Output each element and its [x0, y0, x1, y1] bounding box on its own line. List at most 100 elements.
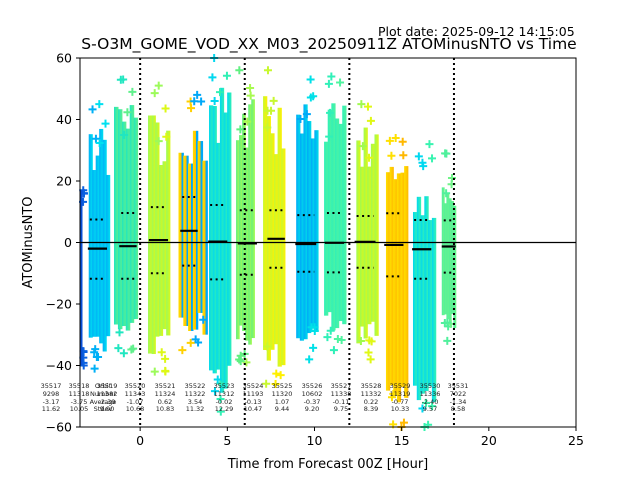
plus-marker — [120, 131, 129, 140]
plus-marker — [191, 335, 200, 344]
plus-marker — [428, 154, 437, 163]
plus-marker — [414, 152, 423, 161]
plus-marker — [116, 75, 125, 84]
band-segment — [251, 99, 255, 339]
band-segment — [444, 203, 448, 315]
plus-marker — [442, 149, 451, 158]
annotation-orbit: 35521 — [155, 382, 176, 390]
annotation-number: 11343 — [125, 390, 146, 398]
band-segment — [299, 133, 305, 341]
band-segment — [166, 130, 171, 336]
band-segment — [273, 154, 279, 345]
annotation-stdev: 11.62 — [42, 405, 61, 413]
plus-marker — [210, 387, 219, 396]
plus-marker — [326, 326, 335, 335]
plus-marker — [443, 336, 452, 345]
band-segment — [147, 115, 153, 354]
mean-std-marker — [208, 203, 228, 281]
annotation-number: 11338 — [331, 390, 352, 398]
band-segment — [303, 104, 308, 340]
y-tick: −20 — [46, 297, 80, 312]
plus-marker — [324, 79, 333, 88]
data-bands — [79, 54, 457, 431]
band-segment — [223, 112, 228, 389]
band-segment — [453, 205, 457, 329]
annotation-average: 1.07 — [275, 398, 289, 406]
annotation-average: 0.22 — [364, 398, 378, 406]
orbit-band-35518 — [88, 100, 111, 373]
row-label: Stdev — [94, 405, 113, 413]
band-segment — [263, 96, 268, 351]
orbit-band-35520 — [147, 81, 171, 376]
x-tick-label: 20 — [481, 433, 497, 448]
band-segment — [431, 217, 437, 402]
x-tick: 0 — [136, 427, 144, 448]
band-segment — [99, 128, 104, 344]
annotation-number: 11336 — [420, 390, 441, 398]
orbit-band-35530 — [440, 149, 457, 345]
annotation-average: -2.40 — [422, 398, 439, 406]
band-segment — [363, 127, 368, 339]
plus-marker — [94, 353, 103, 362]
annotation-average: -1.34 — [450, 398, 467, 406]
x-axis-label: Time from Forecast 00Z [Hour] — [227, 457, 429, 472]
annotation-average: -1.07 — [127, 398, 144, 406]
band-segment — [416, 196, 422, 401]
plus-marker — [329, 346, 338, 355]
annotation-orbit: 35524 — [243, 382, 264, 390]
annotation-number: 11320 — [272, 390, 293, 398]
plus-marker — [327, 72, 336, 81]
plus-marker — [216, 88, 225, 97]
annotation-orbit: 35526 — [302, 382, 323, 390]
band-segment — [428, 220, 433, 387]
band-segment — [178, 152, 184, 318]
band-segment — [420, 215, 425, 394]
band-segment — [95, 155, 100, 337]
plus-marker — [271, 379, 280, 388]
annotation-stdev: 10.68 — [126, 405, 145, 413]
y-tick: 60 — [56, 51, 80, 66]
x-tick: 25 — [568, 427, 584, 448]
annotation-number: 11319 — [390, 390, 411, 398]
band-segment — [117, 109, 123, 330]
band-segment — [113, 106, 119, 325]
band-segment — [441, 187, 445, 316]
band-segment — [158, 164, 164, 336]
y-axis-label: ATOMinusNTO — [21, 196, 36, 288]
plus-marker — [216, 394, 225, 403]
annotation-stdev: 8.58 — [451, 405, 465, 413]
band-segment — [448, 198, 452, 325]
plus-marker — [389, 389, 398, 398]
plus-marker — [425, 140, 434, 149]
plus-marker — [246, 91, 255, 100]
orbit-band-35521 — [178, 90, 208, 355]
y-tick-label: 60 — [56, 51, 72, 66]
band-segment — [202, 160, 208, 335]
band-segment — [342, 105, 347, 325]
mean-std-marker — [87, 218, 108, 280]
annotation-number: 11332 — [361, 390, 382, 398]
band-segment — [209, 105, 214, 371]
plus-marker — [366, 355, 375, 364]
x-tick: 15 — [394, 427, 410, 448]
plus-marker — [161, 354, 170, 363]
band-segment — [334, 118, 340, 329]
plus-marker — [95, 138, 104, 147]
band-segment — [125, 128, 131, 331]
band-segment — [239, 135, 243, 326]
plus-marker — [399, 418, 408, 427]
plus-marker — [178, 346, 187, 355]
band-segment — [324, 141, 329, 316]
x-tick: 10 — [307, 427, 322, 448]
annotation-orbit: 35519 — [97, 382, 118, 390]
band-segment — [370, 143, 376, 322]
plus-marker — [326, 108, 335, 117]
plus-marker — [114, 344, 123, 353]
annotation-average: -2.39 — [99, 398, 116, 406]
annotation-average: -0.02 — [216, 398, 233, 406]
band-segment — [389, 166, 394, 386]
